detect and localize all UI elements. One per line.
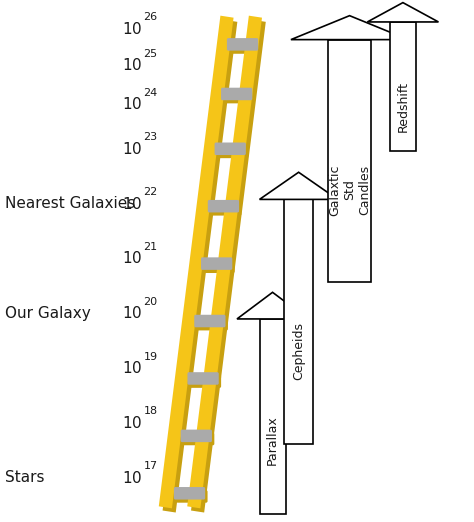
FancyBboxPatch shape xyxy=(190,375,221,388)
Text: $10$: $10$ xyxy=(122,305,142,321)
FancyBboxPatch shape xyxy=(217,146,248,158)
Text: $10$: $10$ xyxy=(122,97,142,112)
Text: 20: 20 xyxy=(144,296,158,307)
Text: $10$: $10$ xyxy=(122,415,142,431)
Polygon shape xyxy=(191,20,266,513)
Text: 18: 18 xyxy=(144,406,158,417)
FancyBboxPatch shape xyxy=(194,315,226,327)
Polygon shape xyxy=(328,40,371,282)
Text: 19: 19 xyxy=(144,351,158,362)
Text: $10$: $10$ xyxy=(122,360,142,376)
Text: Galaxtic
Std
Candles: Galaxtic Std Candles xyxy=(328,164,371,216)
Text: 22: 22 xyxy=(144,187,158,197)
Text: Nearest Galaxies: Nearest Galaxies xyxy=(5,196,135,211)
Text: 21: 21 xyxy=(144,242,158,252)
Text: Stars: Stars xyxy=(5,470,44,485)
Text: 17: 17 xyxy=(144,461,158,471)
Polygon shape xyxy=(187,16,262,508)
Polygon shape xyxy=(237,292,308,319)
FancyBboxPatch shape xyxy=(176,490,208,503)
Text: $10$: $10$ xyxy=(122,21,142,37)
FancyBboxPatch shape xyxy=(210,203,241,216)
Polygon shape xyxy=(159,16,234,508)
Text: Parallax: Parallax xyxy=(266,415,279,465)
FancyBboxPatch shape xyxy=(201,257,232,270)
Text: $10$: $10$ xyxy=(122,196,142,211)
Polygon shape xyxy=(163,20,237,513)
Text: 26: 26 xyxy=(144,12,158,22)
FancyBboxPatch shape xyxy=(203,260,235,273)
Text: $10$: $10$ xyxy=(122,141,142,157)
FancyBboxPatch shape xyxy=(223,91,255,103)
FancyBboxPatch shape xyxy=(227,38,258,51)
Text: Our Galaxy: Our Galaxy xyxy=(5,306,91,321)
FancyBboxPatch shape xyxy=(208,200,239,212)
Text: $10$: $10$ xyxy=(122,251,142,266)
Polygon shape xyxy=(259,319,285,514)
Polygon shape xyxy=(259,172,338,199)
FancyBboxPatch shape xyxy=(221,88,252,100)
FancyBboxPatch shape xyxy=(229,41,261,54)
Text: Redshift: Redshift xyxy=(396,80,410,132)
Text: 24: 24 xyxy=(144,88,158,98)
Text: 23: 23 xyxy=(144,132,158,143)
FancyBboxPatch shape xyxy=(215,143,246,155)
FancyBboxPatch shape xyxy=(197,318,228,330)
Polygon shape xyxy=(367,3,438,22)
Polygon shape xyxy=(284,199,313,444)
FancyBboxPatch shape xyxy=(183,433,214,445)
Polygon shape xyxy=(390,22,416,151)
FancyBboxPatch shape xyxy=(187,372,219,385)
FancyBboxPatch shape xyxy=(181,430,212,442)
FancyBboxPatch shape xyxy=(174,487,205,500)
Text: $10$: $10$ xyxy=(122,57,142,73)
Text: 25: 25 xyxy=(144,49,158,59)
Polygon shape xyxy=(291,16,408,40)
Text: $10$: $10$ xyxy=(122,470,142,485)
Text: Cepheids: Cepheids xyxy=(292,322,305,380)
